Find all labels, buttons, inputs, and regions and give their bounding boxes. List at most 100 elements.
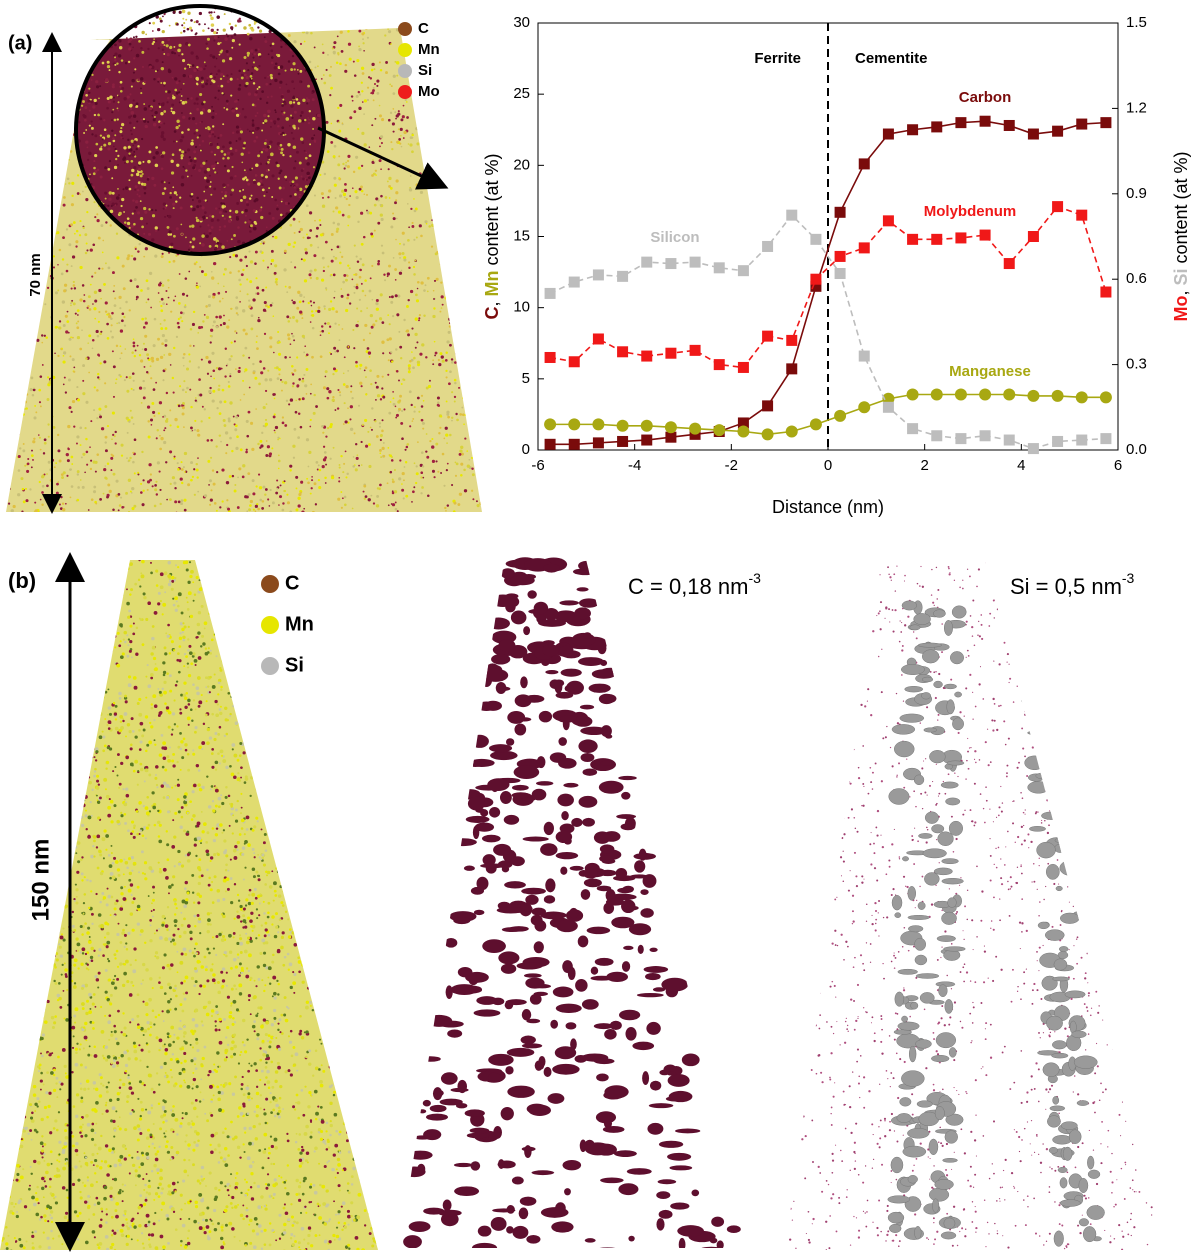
atom bbox=[407, 37, 409, 39]
atom bbox=[129, 188, 132, 191]
atom bbox=[224, 225, 227, 228]
atom bbox=[221, 49, 223, 51]
atom bbox=[196, 83, 198, 85]
atom bbox=[225, 291, 227, 293]
atom bbox=[330, 66, 332, 68]
atom bbox=[391, 148, 393, 150]
atom bbox=[161, 167, 164, 170]
atom bbox=[122, 6, 125, 9]
atom bbox=[158, 229, 160, 231]
atom bbox=[345, 165, 347, 167]
atom bbox=[172, 32, 175, 35]
atom bbox=[256, 68, 259, 71]
atom bbox=[442, 453, 445, 456]
atom bbox=[56, 196, 58, 198]
atom bbox=[244, 169, 246, 171]
atom bbox=[379, 317, 382, 320]
atom bbox=[396, 179, 399, 182]
atom bbox=[345, 162, 347, 164]
atom bbox=[230, 308, 232, 310]
atom bbox=[34, 405, 36, 407]
atom bbox=[86, 243, 88, 245]
atom bbox=[241, 211, 244, 214]
atom bbox=[310, 419, 312, 421]
atom bbox=[240, 399, 242, 401]
atom bbox=[172, 476, 175, 479]
atom bbox=[439, 153, 442, 156]
atom bbox=[376, 85, 378, 87]
atom bbox=[318, 464, 320, 466]
atom bbox=[222, 215, 224, 217]
atom bbox=[281, 104, 284, 107]
atom bbox=[6, 288, 9, 291]
atom bbox=[220, 441, 222, 443]
atom bbox=[159, 106, 161, 108]
atom bbox=[221, 191, 223, 193]
atom bbox=[67, 177, 70, 180]
atom bbox=[329, 94, 331, 96]
atom bbox=[126, 376, 128, 378]
atom bbox=[13, 328, 15, 330]
atom bbox=[161, 41, 164, 44]
atom bbox=[337, 245, 340, 248]
atom bbox=[3, 397, 5, 399]
atom bbox=[281, 95, 284, 98]
atom bbox=[203, 215, 205, 217]
atom bbox=[333, 297, 335, 299]
atom bbox=[119, 307, 121, 309]
atom bbox=[182, 10, 186, 14]
atom bbox=[487, 121, 489, 123]
atom bbox=[119, 15, 122, 18]
atom bbox=[275, 281, 278, 284]
atom bbox=[461, 203, 463, 205]
atom bbox=[337, 35, 339, 37]
atom bbox=[418, 319, 420, 321]
atom bbox=[409, 143, 412, 146]
atom bbox=[379, 449, 382, 452]
atom bbox=[234, 484, 236, 486]
atom bbox=[104, 166, 107, 169]
atom bbox=[394, 268, 397, 271]
atom bbox=[132, 153, 135, 156]
atom bbox=[343, 423, 345, 425]
atom bbox=[74, 287, 76, 289]
atom bbox=[374, 118, 376, 120]
atom bbox=[147, 178, 150, 181]
atom bbox=[322, 44, 324, 46]
atom bbox=[228, 358, 231, 361]
atom bbox=[342, 281, 345, 284]
atom bbox=[396, 61, 399, 64]
atom bbox=[443, 127, 445, 129]
atom bbox=[333, 177, 336, 180]
atom bbox=[212, 469, 214, 471]
atom bbox=[390, 187, 393, 190]
atom bbox=[264, 142, 267, 145]
atom bbox=[240, 199, 243, 202]
atom bbox=[143, 490, 145, 492]
atom bbox=[24, 312, 27, 315]
atom bbox=[400, 128, 403, 131]
atom bbox=[196, 429, 199, 432]
atom bbox=[210, 329, 213, 332]
atom bbox=[174, 418, 177, 421]
atom bbox=[62, 360, 65, 363]
atom bbox=[377, 260, 380, 263]
atom bbox=[398, 110, 400, 112]
atom bbox=[425, 158, 427, 160]
atom bbox=[150, 377, 152, 379]
atom bbox=[67, 459, 70, 462]
atom bbox=[369, 212, 372, 215]
atom bbox=[481, 110, 484, 113]
atom bbox=[48, 127, 51, 130]
atom bbox=[478, 474, 480, 476]
atom bbox=[116, 233, 118, 235]
atom bbox=[458, 188, 460, 190]
atom bbox=[453, 104, 456, 107]
atom bbox=[345, 309, 348, 312]
atom bbox=[213, 320, 216, 323]
atom bbox=[483, 135, 486, 138]
atom bbox=[187, 128, 190, 131]
atom bbox=[180, 477, 183, 480]
atom bbox=[217, 143, 219, 145]
atom bbox=[68, 406, 71, 409]
